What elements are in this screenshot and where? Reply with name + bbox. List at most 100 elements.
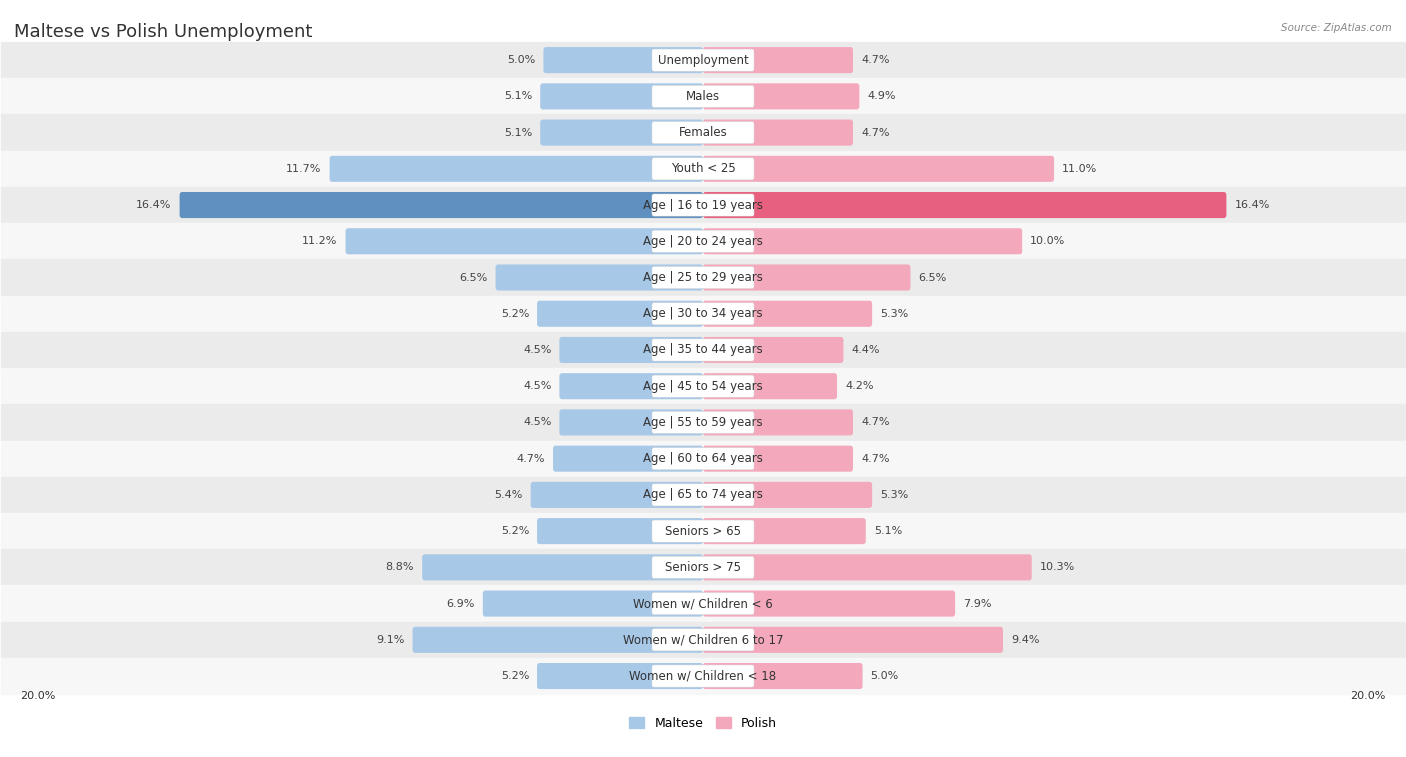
Text: 11.0%: 11.0% <box>1062 164 1097 174</box>
FancyBboxPatch shape <box>652 230 754 252</box>
FancyBboxPatch shape <box>703 482 872 508</box>
Text: Women w/ Children < 18: Women w/ Children < 18 <box>630 669 776 683</box>
FancyBboxPatch shape <box>537 301 703 327</box>
FancyBboxPatch shape <box>703 192 1226 218</box>
Bar <box>1 477 1405 513</box>
FancyBboxPatch shape <box>652 411 754 434</box>
Text: 5.4%: 5.4% <box>495 490 523 500</box>
FancyBboxPatch shape <box>560 410 703 435</box>
Text: 5.0%: 5.0% <box>508 55 536 65</box>
Text: Age | 65 to 74 years: Age | 65 to 74 years <box>643 488 763 501</box>
Text: 10.3%: 10.3% <box>1039 562 1076 572</box>
Text: 10.0%: 10.0% <box>1031 236 1066 246</box>
FancyBboxPatch shape <box>703 410 853 435</box>
FancyBboxPatch shape <box>412 627 703 653</box>
FancyBboxPatch shape <box>530 482 703 508</box>
Bar <box>1 296 1405 332</box>
Text: 5.2%: 5.2% <box>501 309 529 319</box>
Text: 16.4%: 16.4% <box>136 200 172 210</box>
FancyBboxPatch shape <box>703 663 862 689</box>
Text: 20.0%: 20.0% <box>1351 691 1386 701</box>
Bar <box>1 78 1405 114</box>
FancyBboxPatch shape <box>703 301 872 327</box>
FancyBboxPatch shape <box>703 83 859 110</box>
FancyBboxPatch shape <box>703 590 955 617</box>
FancyBboxPatch shape <box>652 194 754 217</box>
FancyBboxPatch shape <box>540 120 703 145</box>
Bar <box>1 151 1405 187</box>
Text: 4.7%: 4.7% <box>860 453 890 463</box>
Text: 8.8%: 8.8% <box>385 562 415 572</box>
Bar <box>1 114 1405 151</box>
Bar <box>1 187 1405 223</box>
Bar <box>1 550 1405 585</box>
FancyBboxPatch shape <box>652 556 754 578</box>
Bar <box>1 621 1405 658</box>
Text: Age | 30 to 34 years: Age | 30 to 34 years <box>643 307 763 320</box>
FancyBboxPatch shape <box>703 446 853 472</box>
Text: Youth < 25: Youth < 25 <box>671 162 735 176</box>
Text: Age | 16 to 19 years: Age | 16 to 19 years <box>643 198 763 211</box>
FancyBboxPatch shape <box>703 554 1032 581</box>
FancyBboxPatch shape <box>703 229 1022 254</box>
Text: 9.1%: 9.1% <box>377 635 405 645</box>
Legend: Maltese, Polish: Maltese, Polish <box>624 712 782 735</box>
FancyBboxPatch shape <box>180 192 703 218</box>
Text: Women w/ Children 6 to 17: Women w/ Children 6 to 17 <box>623 634 783 646</box>
FancyBboxPatch shape <box>346 229 703 254</box>
Text: 4.2%: 4.2% <box>845 382 873 391</box>
Text: 4.7%: 4.7% <box>860 417 890 428</box>
Bar <box>1 223 1405 260</box>
Bar <box>1 260 1405 296</box>
FancyBboxPatch shape <box>537 663 703 689</box>
Text: Age | 25 to 29 years: Age | 25 to 29 years <box>643 271 763 284</box>
FancyBboxPatch shape <box>652 447 754 470</box>
Text: Unemployment: Unemployment <box>658 54 748 67</box>
Text: 4.4%: 4.4% <box>852 345 880 355</box>
Bar <box>1 368 1405 404</box>
Text: 5.1%: 5.1% <box>503 128 533 138</box>
FancyBboxPatch shape <box>652 375 754 397</box>
Text: 4.7%: 4.7% <box>516 453 546 463</box>
FancyBboxPatch shape <box>544 47 703 73</box>
Text: 6.5%: 6.5% <box>460 273 488 282</box>
Bar <box>1 42 1405 78</box>
FancyBboxPatch shape <box>652 629 754 651</box>
FancyBboxPatch shape <box>703 627 1002 653</box>
Text: Source: ZipAtlas.com: Source: ZipAtlas.com <box>1281 23 1392 33</box>
FancyBboxPatch shape <box>652 303 754 325</box>
Text: 4.5%: 4.5% <box>523 345 551 355</box>
FancyBboxPatch shape <box>703 373 837 399</box>
FancyBboxPatch shape <box>703 156 1054 182</box>
FancyBboxPatch shape <box>703 120 853 145</box>
Text: Maltese vs Polish Unemployment: Maltese vs Polish Unemployment <box>14 23 312 41</box>
FancyBboxPatch shape <box>652 86 754 107</box>
FancyBboxPatch shape <box>540 83 703 110</box>
Bar <box>1 404 1405 441</box>
FancyBboxPatch shape <box>703 337 844 363</box>
Text: Seniors > 65: Seniors > 65 <box>665 525 741 537</box>
FancyBboxPatch shape <box>652 49 754 71</box>
FancyBboxPatch shape <box>422 554 703 581</box>
Text: 5.2%: 5.2% <box>501 526 529 536</box>
FancyBboxPatch shape <box>703 264 911 291</box>
FancyBboxPatch shape <box>329 156 703 182</box>
Text: Age | 60 to 64 years: Age | 60 to 64 years <box>643 452 763 465</box>
Bar <box>1 332 1405 368</box>
Text: 4.7%: 4.7% <box>860 55 890 65</box>
Text: 5.1%: 5.1% <box>873 526 903 536</box>
Text: 20.0%: 20.0% <box>20 691 55 701</box>
Text: Age | 20 to 24 years: Age | 20 to 24 years <box>643 235 763 248</box>
Bar <box>1 658 1405 694</box>
Text: 5.3%: 5.3% <box>880 490 908 500</box>
Text: 5.3%: 5.3% <box>880 309 908 319</box>
Text: 5.1%: 5.1% <box>503 92 533 101</box>
Bar <box>1 513 1405 550</box>
Text: Age | 55 to 59 years: Age | 55 to 59 years <box>643 416 763 429</box>
FancyBboxPatch shape <box>652 520 754 542</box>
Text: 7.9%: 7.9% <box>963 599 991 609</box>
Text: 5.2%: 5.2% <box>501 671 529 681</box>
FancyBboxPatch shape <box>537 518 703 544</box>
FancyBboxPatch shape <box>703 47 853 73</box>
FancyBboxPatch shape <box>703 518 866 544</box>
